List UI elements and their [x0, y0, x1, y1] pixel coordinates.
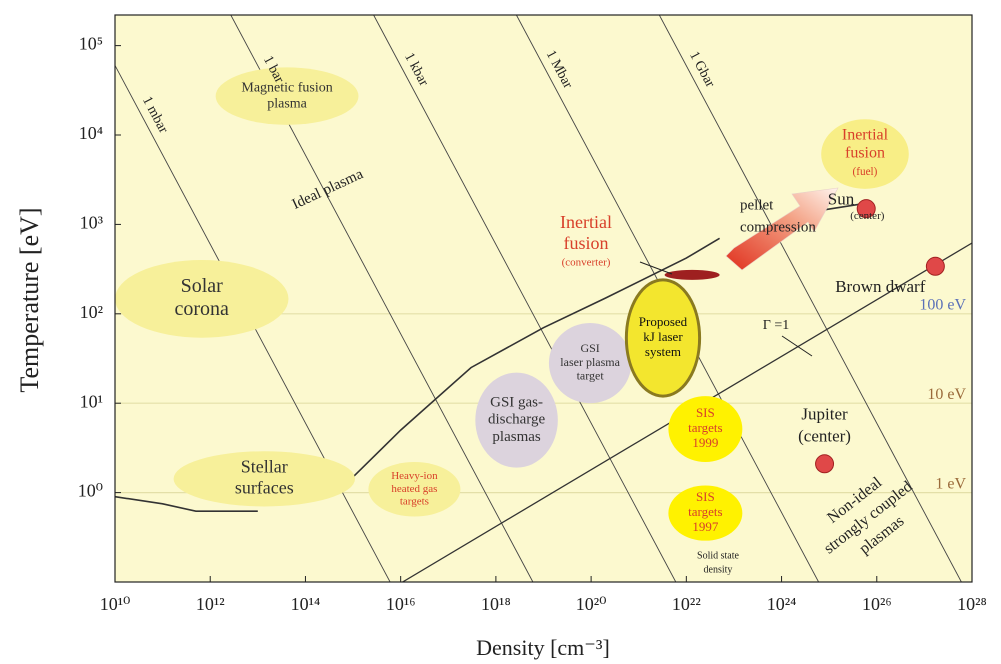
region-label: (fuel)	[853, 166, 878, 178]
point	[815, 454, 835, 474]
y-tick-label: 10⁰	[78, 481, 103, 501]
region	[475, 372, 558, 468]
region-label: corona	[175, 298, 230, 320]
x-tick-label: 10²⁰	[576, 594, 607, 614]
region-label: Proposed	[639, 314, 688, 329]
point	[856, 199, 876, 219]
plot-annotations: Ideal plasma Non-ideal strongly coupled …	[139, 48, 967, 575]
x-axis-label: Density [cm⁻³]	[476, 635, 610, 660]
point-label: (center)	[850, 210, 885, 222]
plot-regions	[115, 67, 945, 541]
x-tick-label: 10¹⁶	[386, 594, 416, 614]
x-tick-label: 10²²	[672, 594, 701, 614]
isobar	[373, 15, 677, 582]
region	[215, 67, 359, 125]
region-label: SIS	[696, 489, 715, 504]
converter-label: fusion	[564, 233, 609, 253]
x-tick-label: 10¹⁰	[100, 594, 131, 614]
region	[664, 269, 720, 280]
y-tick-label: 10⁴	[79, 123, 103, 143]
region	[368, 461, 461, 517]
region	[173, 451, 356, 507]
y-tick-label: 10³	[80, 213, 104, 233]
point	[925, 256, 945, 276]
region-label: targets	[688, 420, 722, 435]
region-label: laser plasma	[560, 355, 620, 369]
region-label: Inertial	[842, 126, 889, 143]
region-label: Magnetic fusion	[241, 80, 332, 95]
gamma-label: Γ =1	[763, 318, 790, 333]
region	[668, 396, 743, 462]
pellet-label: pellet	[740, 197, 774, 213]
pellet-arrow	[725, 187, 839, 271]
y-tick-label: 10²	[80, 302, 103, 322]
region	[548, 322, 632, 404]
x-tick-label: 10²⁸	[957, 594, 987, 614]
level-label: 100 eV	[919, 296, 966, 313]
region-label: targets	[688, 504, 722, 519]
gamma-leader	[781, 335, 813, 357]
region-label: SIS	[696, 405, 715, 420]
point-label: (center)	[798, 427, 851, 446]
region	[115, 259, 289, 338]
isobar	[658, 15, 962, 582]
region-label: system	[645, 344, 681, 359]
region-label: Stellar	[241, 457, 288, 477]
y-tick-label: 10¹	[80, 391, 103, 411]
converter-leader	[639, 261, 673, 275]
solid-state-label: Solid state	[697, 550, 740, 561]
region-label: kJ laser	[643, 329, 683, 344]
level-label: 10 eV	[927, 386, 966, 403]
region	[624, 278, 702, 398]
region-label: heated gas	[391, 483, 437, 495]
x-tick-label: 10²⁴	[767, 594, 797, 614]
region-label: discharge	[488, 412, 546, 428]
x-tick-label: 10¹⁸	[481, 594, 511, 614]
region-label: fusion	[845, 145, 885, 162]
y-axis-label: Temperature [eV]	[15, 207, 44, 392]
level-label: 1 eV	[935, 475, 966, 492]
solid-state-label: density	[704, 564, 733, 575]
region-label: GSI gas-	[490, 394, 543, 410]
region-label: Heavy-ion	[391, 470, 438, 482]
region-label: targets	[400, 495, 429, 507]
region-label: plasma	[267, 96, 307, 111]
region-label: surfaces	[235, 477, 294, 497]
pellet-label: compression	[740, 219, 816, 235]
point-label: Sun	[828, 190, 855, 209]
x-tick-label: 10¹²	[196, 594, 225, 614]
region	[821, 119, 909, 189]
region-label: Solar	[181, 275, 224, 297]
point-label: Brown dwarf	[835, 277, 926, 296]
converter-label: Inertial	[560, 212, 612, 232]
region-label: target	[577, 369, 605, 383]
region-label: plasmas	[492, 429, 540, 445]
x-tick-label: 10¹⁴	[291, 594, 321, 614]
region-label: 1997	[692, 519, 719, 534]
region	[668, 485, 743, 541]
point-label: Jupiter	[801, 405, 848, 424]
y-tick-label: 10⁵	[79, 34, 103, 54]
converter-label: (converter)	[562, 257, 611, 269]
region-label: GSI	[580, 341, 599, 355]
region-label: 1999	[692, 435, 718, 450]
x-tick-label: 10²⁶	[862, 594, 892, 614]
plot-frame	[114, 14, 973, 583]
